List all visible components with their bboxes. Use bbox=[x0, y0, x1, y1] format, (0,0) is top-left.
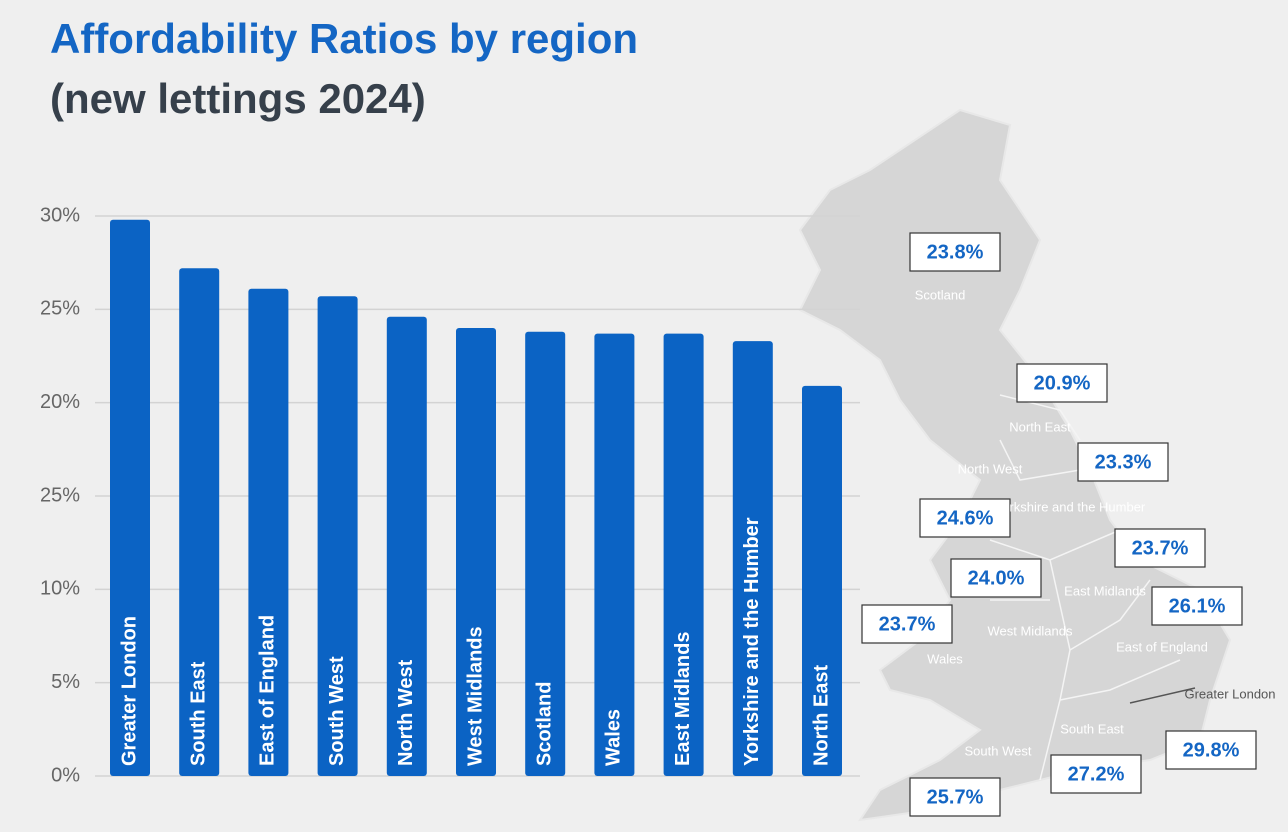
map-callout-value: 24.6% bbox=[937, 507, 994, 529]
category-label: South East bbox=[187, 661, 209, 766]
map-callout-value: 23.3% bbox=[1095, 451, 1152, 473]
map-region-label: Wales bbox=[927, 651, 963, 666]
bar bbox=[456, 328, 496, 776]
region-borders bbox=[989, 394, 1181, 781]
y-tick-label: 30% bbox=[40, 204, 80, 226]
map-region-label: Scotland bbox=[915, 287, 966, 302]
map-callout-box bbox=[1050, 754, 1142, 794]
bar bbox=[594, 333, 635, 776]
map-callout-value: 24.0% bbox=[968, 567, 1025, 589]
map-callout-box bbox=[861, 604, 953, 644]
map-region-label: North West bbox=[958, 461, 1023, 476]
category-label: Wales bbox=[603, 709, 625, 766]
bar bbox=[110, 219, 150, 776]
map-callout-value: 25.7% bbox=[927, 786, 984, 808]
y-tick-label: 0% bbox=[51, 764, 80, 786]
map-callout-box bbox=[1151, 586, 1243, 626]
map-region-label: South West bbox=[965, 743, 1032, 758]
category-label: Scotland bbox=[533, 682, 555, 766]
map-callout-value: 23.8% bbox=[927, 241, 984, 263]
map-callout-box bbox=[1114, 528, 1206, 568]
map-region-label: East of England bbox=[1116, 639, 1208, 654]
bar bbox=[732, 341, 773, 776]
category-label: East of England bbox=[257, 615, 279, 766]
map-callout-box bbox=[919, 498, 1011, 538]
bar bbox=[179, 268, 220, 776]
chart-title: Affordability Ratios by region bbox=[50, 15, 638, 62]
map-callout-value: 23.7% bbox=[1132, 537, 1189, 559]
map-callout-box bbox=[909, 777, 1001, 817]
map-callout-box bbox=[1077, 442, 1169, 482]
map-region-label: Greater London bbox=[1184, 686, 1275, 701]
map-region-label: Yorkshire and the Humber bbox=[995, 499, 1146, 514]
bar bbox=[663, 333, 704, 776]
map-callout-value: 29.8% bbox=[1183, 739, 1240, 761]
map-callout-value: 20.9% bbox=[1034, 372, 1091, 394]
bar bbox=[317, 296, 358, 776]
y-tick-label: 25% bbox=[40, 298, 80, 320]
y-tick-label: 10% bbox=[40, 578, 80, 600]
category-label: West Midlands bbox=[464, 626, 486, 766]
map-callout-box bbox=[950, 558, 1042, 598]
map-callout-value: 27.2% bbox=[1068, 763, 1125, 785]
map-region-label: North East bbox=[1009, 419, 1071, 434]
y-tick-label: 25% bbox=[40, 484, 80, 506]
y-tick-label: 20% bbox=[40, 391, 80, 413]
map-region-label: South East bbox=[1060, 721, 1124, 736]
leader-line bbox=[1129, 687, 1196, 704]
bar bbox=[248, 288, 289, 776]
chart-subtitle: (new lettings 2024) bbox=[50, 75, 426, 122]
bar bbox=[386, 316, 427, 776]
map-callout-box bbox=[1165, 730, 1257, 770]
category-label: Yorkshire and the Humber bbox=[741, 517, 763, 766]
map-region-label: West Midlands bbox=[987, 623, 1073, 638]
category-label: South West bbox=[326, 656, 348, 766]
bar bbox=[802, 385, 842, 776]
category-label: East Midlands bbox=[672, 632, 694, 766]
category-label: Greater London bbox=[118, 616, 140, 766]
map-region-label: East Midlands bbox=[1064, 583, 1146, 598]
map-callout-box bbox=[909, 232, 1001, 272]
map-callout-value: 23.7% bbox=[879, 613, 936, 635]
y-tick-label: 5% bbox=[51, 671, 80, 693]
bar bbox=[525, 331, 566, 776]
map-callout-value: 26.1% bbox=[1169, 595, 1226, 617]
category-label: North East bbox=[810, 665, 832, 766]
map-callout-box bbox=[1016, 363, 1108, 403]
category-label: North West bbox=[395, 659, 417, 766]
